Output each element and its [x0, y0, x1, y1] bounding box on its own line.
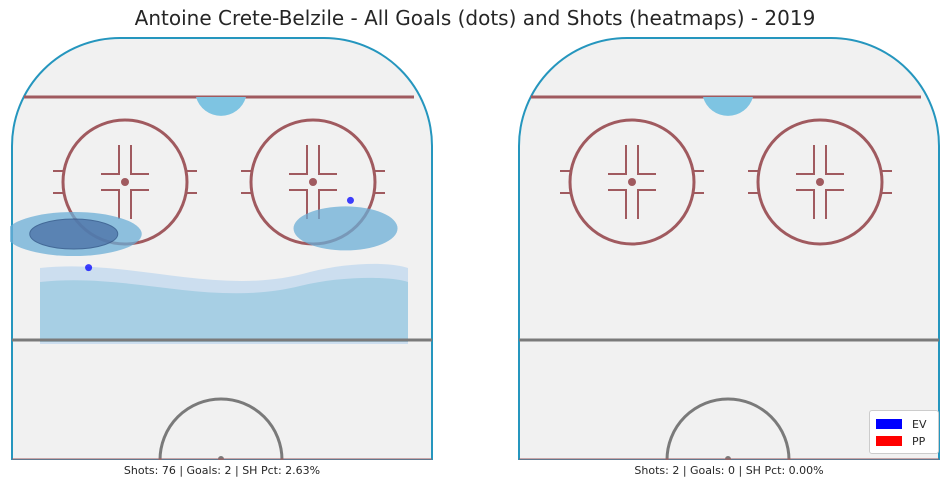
goal-crease-left: [196, 97, 246, 116]
faceoff-circle-right-1: [560, 118, 704, 246]
goal-point-left-1: [85, 264, 93, 272]
shot-density-band-mid: [40, 277, 408, 342]
legend-label-pp: PP: [912, 434, 926, 448]
goal-point-left-2: [346, 196, 354, 204]
goal-crease-right: [703, 97, 753, 116]
legend-swatch-ev: [876, 419, 902, 429]
shot-density-peak-1: [29, 218, 119, 250]
faceoff-circle-right-2: [748, 118, 892, 246]
ice-surface-right: [518, 37, 940, 460]
legend-item-pp: PP: [876, 434, 925, 448]
legend-label-ev: EV: [912, 417, 927, 431]
legend: EV PP: [869, 410, 939, 454]
center-circle-left: [158, 397, 284, 460]
legend-swatch-pp: [876, 436, 902, 446]
legend-item-ev: EV: [876, 417, 926, 431]
shot-summary-left: Shots: 76 | Goals: 2 | SH Pct: 2.63%: [123, 464, 321, 477]
shot-summary-right: Shots: 2 | Goals: 0 | SH Pct: 0.00%: [634, 464, 824, 477]
center-circle-right: [665, 397, 791, 460]
shot-heatmap-left: [10, 206, 408, 344]
ice-surface-left: [11, 37, 433, 460]
figure-title: Antoine Crete-Belzile - All Goals (dots)…: [134, 6, 816, 30]
rink-right: [518, 37, 940, 460]
rink-left: [10, 37, 433, 460]
shot-density-core-2: [293, 206, 398, 251]
